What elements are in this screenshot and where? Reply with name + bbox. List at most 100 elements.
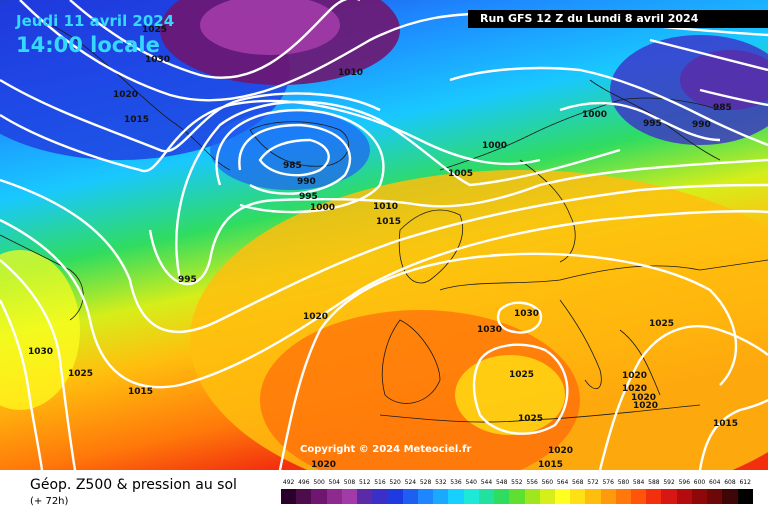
scale-swatch (357, 489, 373, 504)
scale-value: 600 (693, 479, 706, 486)
pressure-label: 1030 (514, 309, 539, 319)
scale-swatch (539, 489, 555, 504)
pressure-label: 1020 (633, 401, 658, 411)
scale-value: 596 (678, 479, 691, 486)
pressure-label: 1010 (373, 202, 398, 212)
pressure-label: 995 (643, 119, 662, 129)
scale-value: 580 (617, 479, 630, 486)
pressure-label: 1020 (303, 312, 328, 322)
scale-value: 504 (328, 479, 340, 486)
scale-swatch (463, 489, 479, 504)
pressure-label: 1005 (448, 169, 473, 179)
scale-value: 532 (435, 479, 447, 486)
scale-swatch (494, 489, 510, 504)
scale-swatch (737, 489, 753, 504)
scale-value: 588 (648, 479, 660, 486)
pressure-label: 1025 (518, 414, 543, 424)
scale-swatch (433, 489, 449, 504)
scale-value: 540 (465, 479, 477, 486)
pressure-label: 1015 (713, 419, 738, 429)
scale-swatch (646, 489, 662, 504)
scale-value: 548 (495, 479, 508, 486)
scale-value: 572 (587, 479, 599, 486)
pressure-label: 1025 (509, 370, 534, 380)
pressure-label: 1000 (482, 141, 507, 151)
forecast-map: 1025 1030 1020 1015 1010 985 990 995 100… (0, 0, 768, 470)
scale-swatch (372, 489, 388, 504)
pressure-label: 1020 (311, 460, 336, 470)
scale-swatch (296, 489, 312, 504)
scale-swatch (554, 489, 571, 504)
scale-value: 516 (374, 479, 386, 486)
pressure-label: 1030 (28, 347, 53, 357)
pressure-label: 1020 (622, 384, 647, 394)
scale-swatch (691, 489, 708, 504)
scale-value: 528 (419, 479, 432, 486)
forecast-time: 14:00 locale (16, 33, 160, 57)
pressure-label: 995 (178, 275, 197, 285)
pressure-label: 1000 (310, 203, 335, 213)
scale-value: 524 (404, 479, 417, 486)
scale-swatch (631, 489, 647, 504)
copyright-notice: Copyright © 2024 Meteociel.fr (300, 444, 472, 455)
scale-value: 508 (343, 479, 356, 486)
scale-swatch (311, 489, 327, 504)
scale-value: 560 (541, 479, 554, 486)
chart-title: Géop. Z500 & pression au sol (30, 477, 237, 493)
pressure-label: 1010 (338, 68, 363, 78)
scale-value: 520 (389, 479, 401, 486)
scale-value: 536 (450, 479, 462, 486)
scale-swatch (585, 489, 601, 504)
scale-swatch (509, 489, 525, 504)
model-run-banner: Run GFS 12 Z du Lundi 8 avril 2024 (468, 10, 768, 28)
scale-value: 492 (282, 479, 295, 486)
scale-swatch (478, 489, 495, 504)
scale-value: 500 (313, 479, 325, 486)
scale-value: 568 (572, 479, 584, 486)
pressure-label: 1015 (128, 387, 153, 397)
pressure-label: 985 (713, 103, 732, 113)
scale-swatch (615, 489, 632, 504)
forecast-lead-time: (+ 72h) (30, 496, 69, 507)
scale-value: 564 (556, 479, 569, 486)
isobars (0, 0, 768, 470)
scale-swatch (402, 489, 418, 504)
scale-swatch (387, 489, 403, 504)
color-scale-bar (281, 489, 753, 504)
scale-value: 552 (511, 479, 523, 486)
scale-swatch (341, 489, 358, 504)
pressure-label: 1030 (477, 325, 502, 335)
pressure-label: 990 (692, 120, 711, 130)
scale-swatch (707, 489, 723, 504)
scale-swatch (676, 489, 692, 504)
pressure-label: 1015 (538, 460, 563, 470)
scale-swatch (281, 489, 297, 504)
pressure-label: 985 (283, 161, 302, 171)
color-scale-labels: 492 496 500 504 508 512 516 520 524 528 532 536 540 5… (281, 479, 753, 489)
pressure-label: 995 (299, 192, 318, 202)
scale-value: 496 (298, 479, 310, 486)
scale-value: 584 (632, 479, 645, 486)
scale-value: 604 (709, 479, 721, 486)
pressure-label: 1025 (649, 319, 674, 329)
scale-swatch (661, 489, 677, 504)
polar-vortex-inner (200, 0, 340, 55)
scale-value: 512 (358, 479, 371, 486)
sw-low-pink (0, 250, 80, 410)
pressure-label: 1025 (68, 369, 93, 379)
scale-swatch (448, 489, 464, 504)
scale-swatch (524, 489, 540, 504)
pressure-label: 1000 (582, 110, 607, 120)
scale-value: 608 (724, 479, 736, 486)
iberian-high (455, 355, 565, 435)
pressure-label: 990 (297, 177, 316, 187)
pressure-label: 1025 (142, 25, 167, 35)
forecast-date: Jeudi 11 avril 2024 (16, 12, 175, 30)
scale-value: 612 (739, 479, 751, 486)
scale-value: 576 (602, 479, 614, 486)
scale-swatch (326, 489, 342, 504)
scale-swatch (570, 489, 586, 504)
scale-value: 556 (526, 479, 538, 486)
pressure-label: 1020 (631, 393, 656, 403)
